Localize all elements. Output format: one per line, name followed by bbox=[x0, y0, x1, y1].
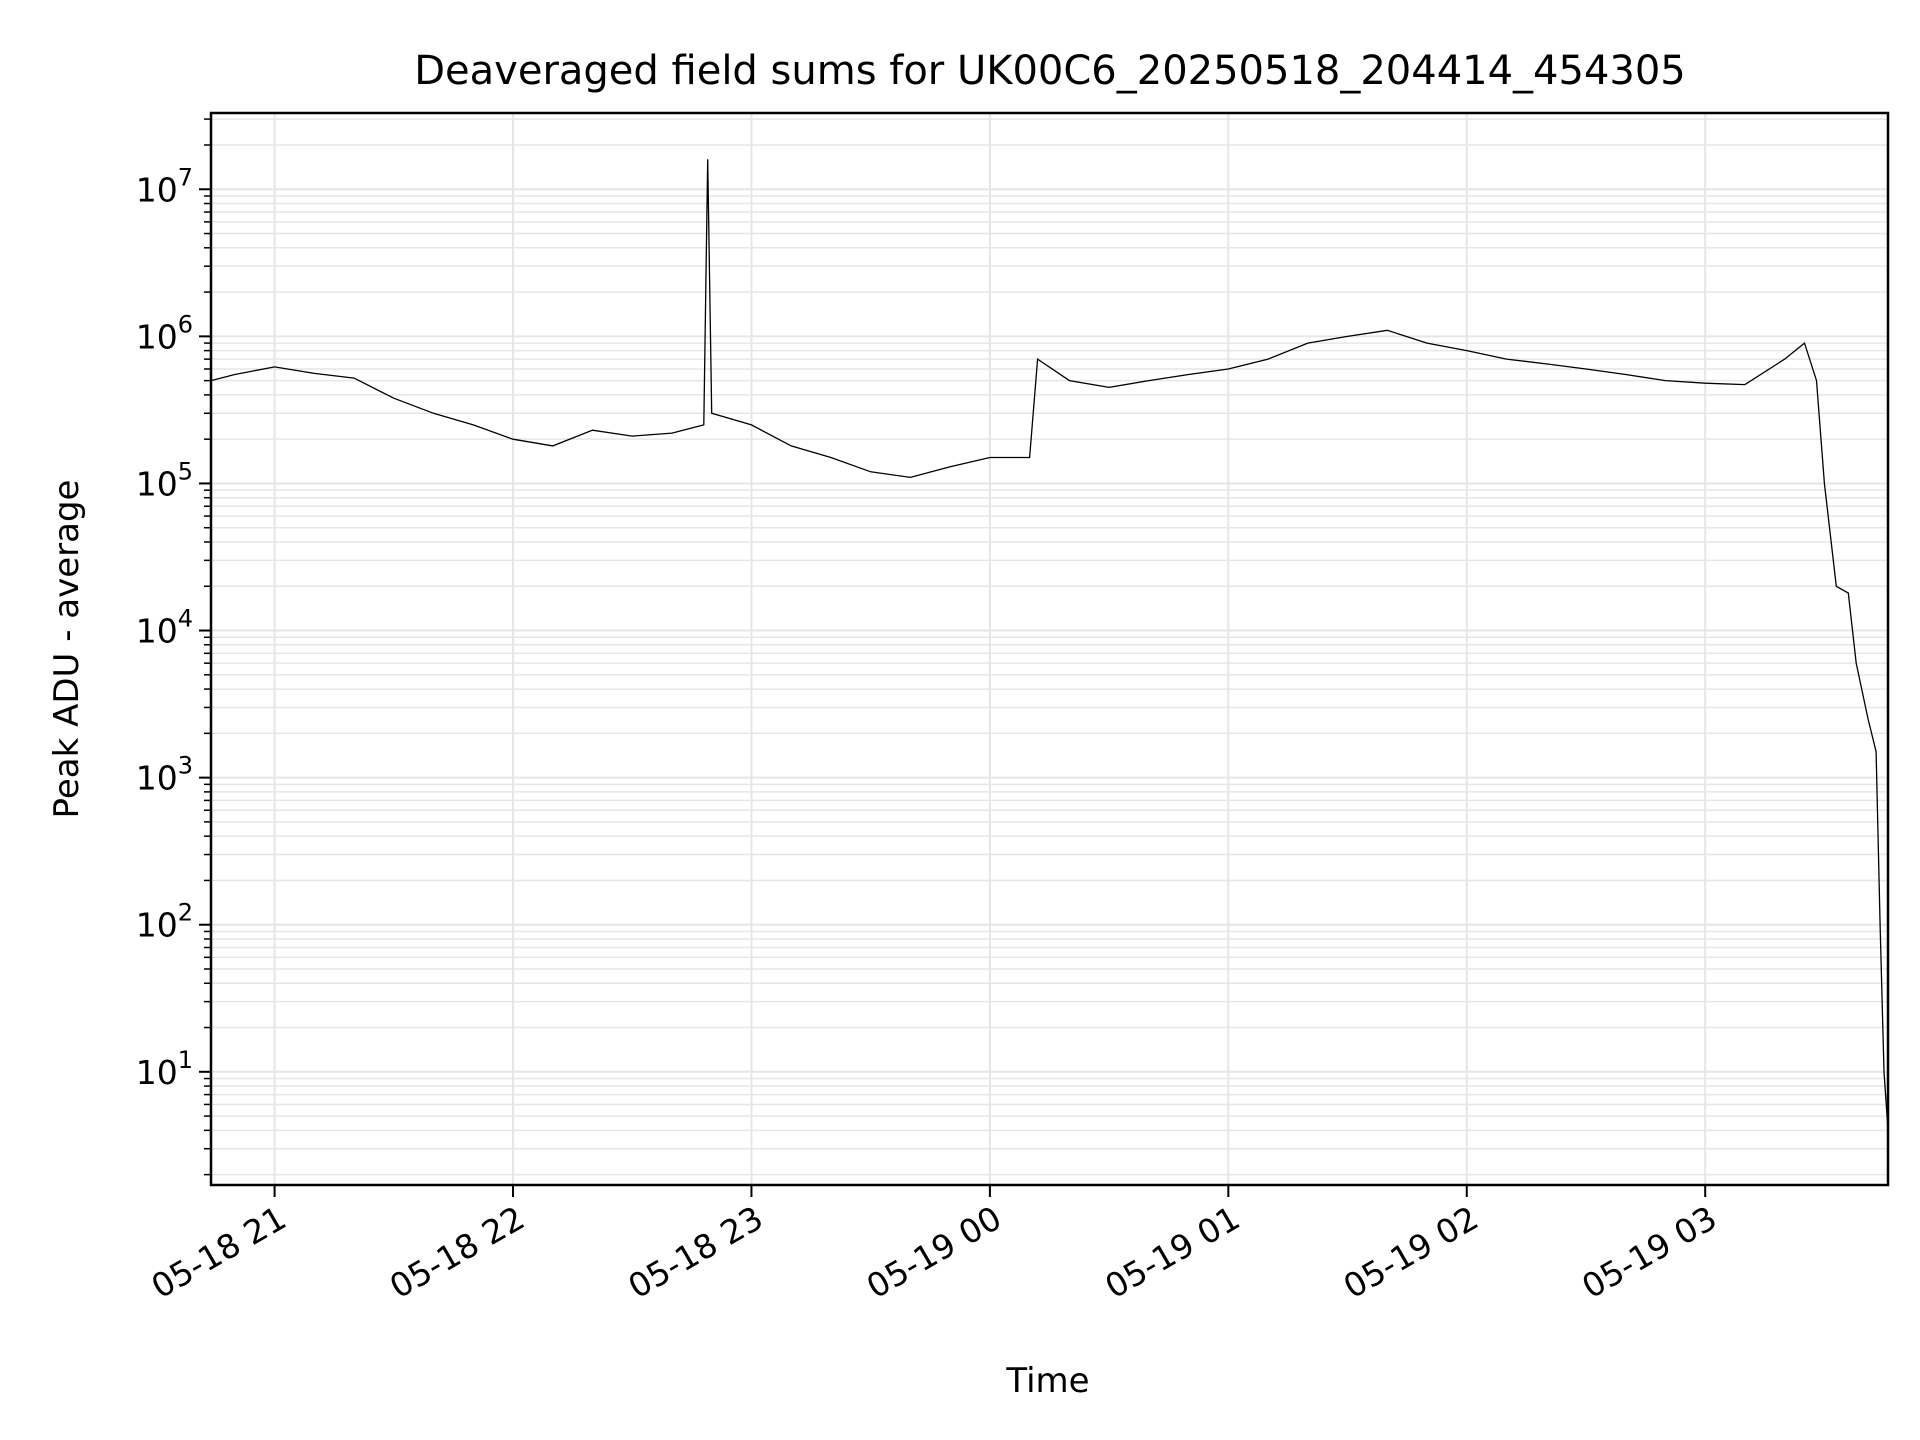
y-tick-label: 107 bbox=[136, 163, 193, 209]
y-tick-label: 105 bbox=[136, 457, 193, 503]
y-tick-label: 101 bbox=[136, 1046, 193, 1092]
series-line bbox=[210, 159, 1889, 1131]
y-axis: 101 102 103 104 105 106 107 bbox=[136, 118, 211, 1176]
grid bbox=[211, 113, 1888, 1185]
plot-frame bbox=[209, 111, 1890, 1187]
x-axis-label: Time bbox=[1005, 1361, 1089, 1401]
y-tick-label: 102 bbox=[136, 899, 193, 945]
y-tick-label: 106 bbox=[136, 310, 193, 356]
y-axis-label: Peak ADU - average bbox=[47, 480, 87, 819]
y-tick-label: 103 bbox=[136, 752, 193, 798]
y-tick-label: 104 bbox=[136, 605, 193, 651]
chart-title: Deaveraged field sums for UK00C6_2025051… bbox=[414, 48, 1685, 94]
